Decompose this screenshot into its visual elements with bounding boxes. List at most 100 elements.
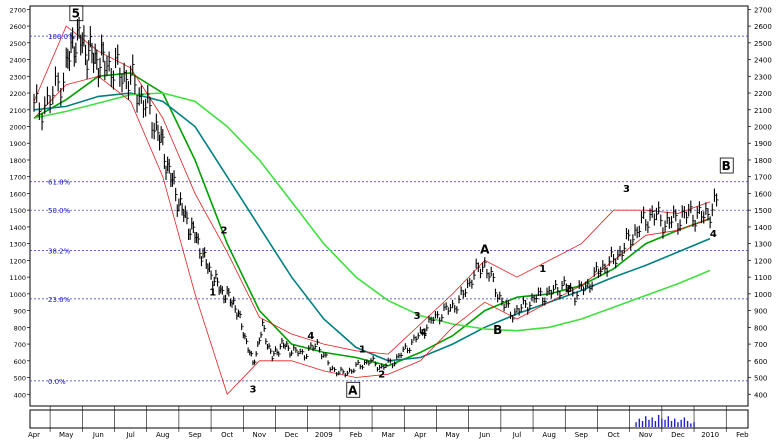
y-tick-label-left: 1800 [9, 157, 26, 165]
y-tick-label-left: 700 [14, 341, 26, 349]
y-axis-right: 400 500 600 700 800 900 1000 1100 1200 1300 1400 15… [748, 6, 772, 399]
y-tick-label-left: 2600 [9, 23, 26, 31]
x-tick-label: Jul [125, 431, 135, 439]
y-tick-label-right: 1200 [754, 257, 772, 265]
volume-bars [635, 415, 695, 427]
x-tick-label: 2010 [701, 431, 719, 439]
y-tick-label-right: 1100 [754, 274, 772, 282]
y-tick-label-left: 1200 [9, 257, 26, 265]
x-tick-label: 2009 [315, 431, 333, 439]
wave-labels: 5 1 2 3 4 A 1 2 3 4 A B 1 2 3 4 B [69, 5, 734, 398]
wave-label: 4 [420, 328, 427, 339]
y-tick-label-left: 1300 [9, 241, 26, 249]
y-tick-label-right: 900 [754, 308, 767, 316]
price-pane-frame [29, 5, 749, 407]
y-tick-label-right: 2000 [754, 124, 772, 132]
moving-average-line [33, 92, 711, 362]
y-tick-label-left: 1500 [9, 207, 26, 215]
wave-label: 2 [565, 284, 572, 295]
y-tick-label-right: 2300 [754, 73, 772, 81]
y-tick-label-left: 400 [14, 391, 26, 399]
x-tick-label: Nov [253, 431, 267, 439]
wave-label: 3 [623, 184, 630, 195]
x-tick-label: Jul [512, 431, 522, 439]
wave-label: B [722, 159, 731, 173]
y-tick-label-left: 2200 [9, 90, 26, 98]
wave-label: 2 [378, 370, 385, 381]
x-tick-label: Mar [382, 431, 395, 439]
y-tick-label-right: 1500 [754, 207, 772, 215]
volume-pane-frame [29, 409, 749, 429]
wave-label-box [346, 381, 361, 398]
y-tick-label-right: 2700 [754, 6, 772, 14]
y-tick-label-left: 500 [14, 375, 26, 383]
band-upper-line [33, 25, 711, 355]
band-lower-line [33, 75, 711, 396]
x-tick-label: Sep [575, 431, 589, 439]
y-tick-label-left: 1700 [9, 174, 26, 182]
x-tick-label: May [445, 431, 459, 439]
x-tick-label: Feb [350, 431, 363, 439]
y-tick-label-right: 2100 [754, 107, 772, 115]
x-tick-label: Dec [285, 431, 299, 439]
y-tick-label-left: 600 [14, 358, 26, 366]
y-tick-label-right: 1400 [754, 224, 772, 232]
wave-label: 2 [220, 226, 227, 237]
x-tick-label: Apr [414, 431, 426, 439]
x-axis: Apr May Jun Jul Aug Sep Oct Nov Dec 2009 Feb Mar Apr… [28, 406, 749, 439]
y-tick-label-right: 2500 [754, 40, 772, 48]
x-tick-label: May [59, 431, 73, 439]
fib-label: 23.6% [48, 296, 71, 304]
y-tick-label-right: 600 [754, 358, 767, 366]
y-tick-label-right: 400 [754, 391, 767, 399]
y-tick-label-left: 1400 [9, 224, 26, 232]
y-tick-label-right: 1800 [754, 157, 772, 165]
wave-label-box [69, 5, 84, 22]
y-tick-label-left: 1900 [9, 140, 26, 148]
y-tick-label-left: 2500 [9, 40, 26, 48]
y-tick-label-left: 2000 [9, 124, 26, 132]
y-tick-label-right: 1600 [754, 190, 772, 198]
y-tick-label-right: 1300 [754, 241, 772, 249]
fib-label: 0.0% [48, 378, 66, 386]
y-tick-label-left: 2100 [9, 107, 26, 115]
wave-label: 4 [307, 331, 314, 342]
x-tick-label: Aug [542, 431, 556, 439]
fib-label: 61.8% [48, 179, 71, 187]
x-tick-label: Feb [736, 431, 749, 439]
y-tick-label-right: 2600 [754, 23, 772, 31]
y-tick-label-right: 2200 [754, 90, 772, 98]
wave-label: 3 [249, 385, 256, 396]
x-tick-label: Aug [156, 431, 170, 439]
y-tick-label-right: 500 [754, 375, 767, 383]
y-tick-label-left: 2400 [9, 57, 26, 65]
y-tick-label-right: 800 [754, 324, 767, 332]
moving-average-line [33, 72, 711, 367]
y-axis-left: 400 500 600 700 800 900 1000 1100 1200 1300 1400 15… [9, 6, 30, 399]
price-bars [33, 16, 719, 378]
wave-label: 5 [72, 7, 80, 21]
y-tick-label-left: 1600 [9, 190, 26, 198]
y-tick-label-left: 2700 [9, 6, 26, 14]
y-tick-label-left: 800 [14, 324, 26, 332]
y-tick-label-right: 1700 [754, 174, 772, 182]
y-tick-label-left: 900 [14, 308, 26, 316]
moving-average-line [33, 92, 711, 332]
y-tick-label-right: 1900 [754, 140, 772, 148]
x-tick-label: Jun [92, 431, 104, 439]
wave-label: B [493, 323, 502, 337]
x-tick-label: Oct [607, 431, 619, 439]
wave-label-box [719, 157, 734, 174]
y-tick-label-right: 2400 [754, 57, 772, 65]
y-tick-label-left: 2300 [9, 73, 26, 81]
wave-label: 1 [359, 344, 366, 355]
wave-label: 1 [539, 264, 546, 275]
price-bands [33, 25, 711, 396]
wave-label: 3 [414, 311, 421, 322]
x-tick-label: Jun [478, 431, 490, 439]
x-tick-label: Nov [639, 431, 653, 439]
wave-label: 1 [209, 288, 216, 299]
wave-label: A [348, 383, 358, 397]
